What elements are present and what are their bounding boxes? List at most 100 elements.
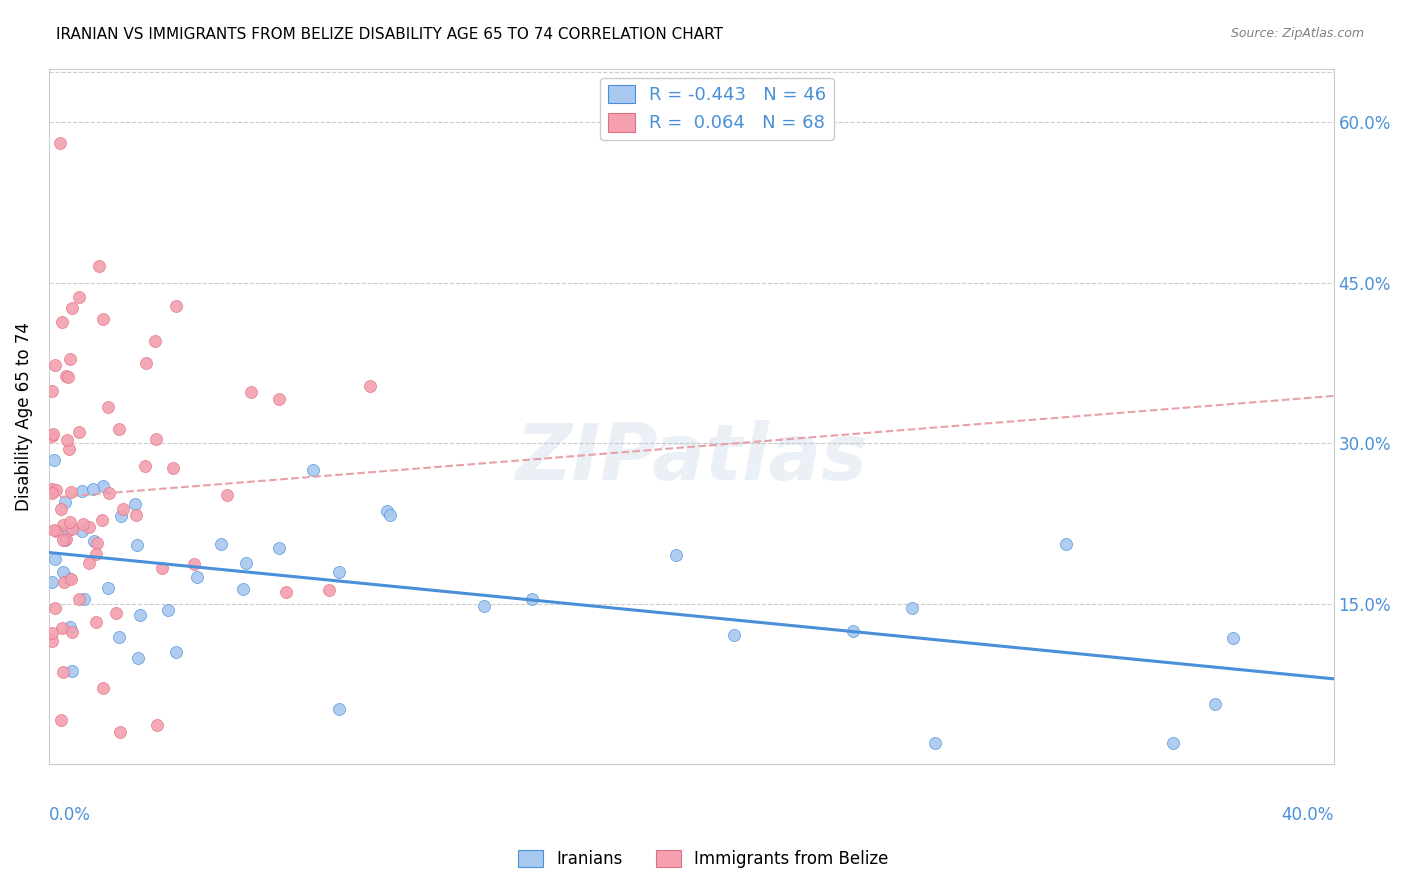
Point [69, 592, 91, 607]
Point [165, 644, 187, 658]
Point [723, 628, 745, 642]
Point [328, 565, 350, 579]
Point [267, 541, 290, 555]
Point [108, 422, 131, 436]
Point [59, 351, 82, 366]
Point [129, 608, 152, 623]
Point [42, 452, 65, 467]
Point [472, 599, 495, 614]
Point [48, 136, 70, 151]
Point [41, 626, 63, 640]
Point [359, 379, 381, 393]
Point [900, 601, 922, 615]
Text: IRANIAN VS IMMIGRANTS FROM BELIZE DISABILITY AGE 65 TO 74 CORRELATION CHART: IRANIAN VS IMMIGRANTS FROM BELIZE DISABI… [56, 27, 723, 42]
Point [52, 533, 75, 548]
Point [125, 538, 148, 552]
Point [1222, 632, 1244, 646]
Point [45, 524, 67, 538]
Point [318, 582, 340, 597]
Point [77, 556, 100, 570]
Point [125, 508, 148, 522]
Point [1054, 536, 1077, 550]
Point [93, 479, 115, 493]
Point [44, 358, 66, 372]
Point [1204, 698, 1226, 712]
Point [235, 556, 257, 570]
Point [60, 664, 83, 678]
Point [55, 533, 77, 547]
Point [41, 384, 63, 399]
Point [134, 458, 156, 473]
Point [42, 426, 65, 441]
Point [51, 518, 73, 533]
Point [145, 432, 167, 446]
Point [240, 385, 263, 400]
Point [91, 681, 114, 696]
Point [127, 651, 149, 665]
Point [44, 600, 66, 615]
Point [82, 482, 104, 496]
Point [52, 665, 75, 679]
Point [59, 516, 82, 530]
Point [84, 547, 107, 561]
Point [209, 536, 232, 550]
Point [52, 566, 75, 580]
Point [328, 702, 350, 716]
Point [135, 357, 157, 371]
Point [522, 591, 544, 606]
Point [91, 513, 114, 527]
Point [89, 259, 111, 273]
Point [842, 624, 865, 639]
Point [97, 581, 120, 595]
Point [55, 434, 77, 448]
Point [186, 570, 208, 584]
Point [58, 442, 80, 456]
Point [73, 592, 96, 607]
Point [60, 522, 83, 536]
Point [58, 524, 80, 538]
Point [45, 483, 67, 497]
Point [41, 429, 63, 443]
Point [41, 574, 63, 589]
Y-axis label: Disability Age 65 to 74: Disability Age 65 to 74 [15, 322, 32, 511]
Point [665, 548, 688, 562]
Point [67, 425, 90, 439]
Point [97, 486, 120, 500]
Point [152, 560, 174, 574]
Point [276, 585, 298, 599]
Point [124, 497, 146, 511]
Point [375, 504, 398, 518]
Point [59, 485, 82, 500]
Point [59, 572, 82, 586]
Point [41, 634, 63, 648]
Point [108, 725, 131, 739]
Point [111, 502, 134, 516]
Point [51, 315, 73, 329]
Point [53, 575, 76, 590]
Point [1161, 736, 1184, 750]
Point [380, 508, 402, 523]
Point [58, 571, 80, 585]
Point [267, 392, 290, 406]
Point [302, 463, 325, 477]
Point [56, 369, 79, 384]
Point [49, 713, 72, 727]
Point [232, 582, 254, 596]
Point [217, 488, 239, 502]
Point [59, 620, 82, 634]
Point [183, 557, 205, 571]
Point [72, 516, 94, 531]
Text: ZIPatlas: ZIPatlas [515, 420, 868, 496]
Point [156, 603, 179, 617]
Point [77, 520, 100, 534]
Point [97, 401, 120, 415]
Text: 0.0%: 0.0% [49, 806, 91, 824]
Point [41, 483, 63, 497]
Point [51, 621, 73, 635]
Point [165, 299, 187, 313]
Point [86, 536, 108, 550]
Point [924, 736, 946, 750]
Point [51, 502, 73, 516]
Point [104, 607, 127, 621]
Point [44, 551, 66, 566]
